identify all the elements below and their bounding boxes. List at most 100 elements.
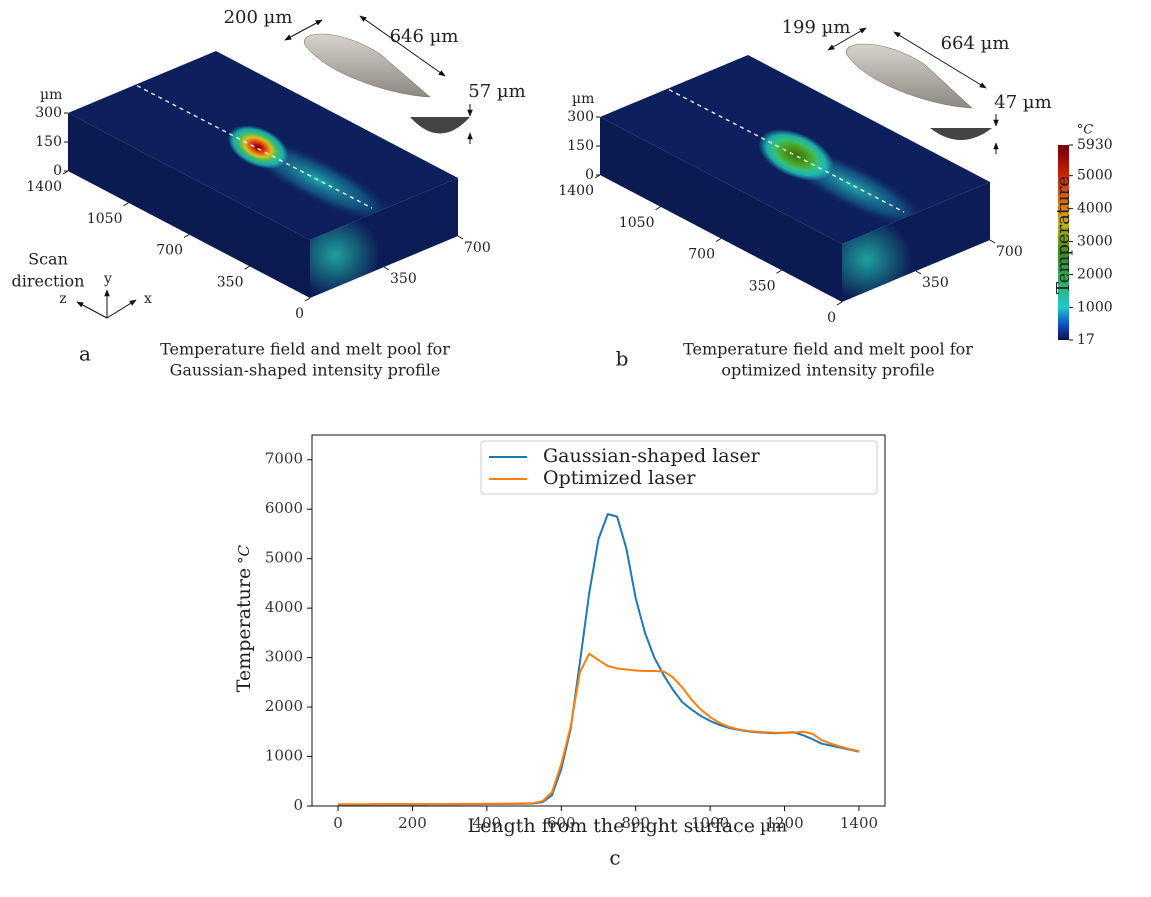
- length-tick-label: 350: [217, 274, 244, 290]
- tick: [836, 301, 843, 306]
- panel-a-melt-pool: 200 µm 646 µm 57 µm: [224, 7, 526, 144]
- front-face: [600, 117, 842, 302]
- tick: [594, 174, 601, 179]
- tick: [383, 266, 390, 271]
- y-label: Temperature: [233, 568, 255, 692]
- melt-width: 199 µm: [782, 17, 851, 38]
- height-tick-label: 0: [53, 163, 62, 179]
- caption: optimized intensity profile: [721, 361, 934, 380]
- length-tick-label: 350: [749, 278, 776, 294]
- x-tick-label: 1000: [691, 814, 729, 832]
- y-tick-label: 0: [293, 796, 303, 814]
- y-axis-label: Temperature °C: [233, 545, 255, 693]
- colorbar-tick-label: 17: [1077, 332, 1095, 348]
- tick: [244, 265, 250, 270]
- colorbar: [1058, 145, 1069, 340]
- dim-arrow: [827, 27, 867, 51]
- y-tick-label: 4000: [265, 598, 303, 616]
- hot-spot: [758, 129, 834, 181]
- scan-direction: y x z Scan direction: [12, 250, 152, 319]
- scan-label: direction: [12, 272, 85, 291]
- melt-depth: 47 µm: [994, 92, 1051, 113]
- x-tick-label: 1400: [840, 814, 878, 832]
- panel-label: b: [616, 347, 629, 371]
- melt-length: 646 µm: [390, 26, 459, 47]
- x-tick-label: 600: [547, 814, 576, 832]
- colorbar-tick-label: 3000: [1077, 234, 1113, 250]
- length-tick-label: 1400: [26, 179, 62, 195]
- axis-x: x: [144, 291, 152, 307]
- width-tick-label: 350: [390, 271, 417, 287]
- legend-label: Gaussian-shaped laser: [543, 445, 761, 467]
- melt-pool-section: [410, 117, 470, 134]
- dim-arrow: [359, 15, 446, 77]
- x-tick-label: 1200: [765, 814, 803, 832]
- length-tick-label: 0: [827, 310, 836, 326]
- axis-y: y: [103, 271, 112, 287]
- colorbar-unit: °C: [1077, 123, 1094, 138]
- length-tick-label: 700: [156, 243, 183, 259]
- dim-arrow: [893, 31, 987, 89]
- tick: [915, 270, 922, 275]
- height-tick-label: 300: [35, 105, 62, 121]
- scan-path: [129, 81, 373, 209]
- tick: [457, 235, 464, 240]
- caption: Gaussian-shaped intensity profile: [170, 361, 441, 380]
- y-tick-label: 3000: [265, 648, 303, 666]
- height-tick-label: 150: [567, 138, 594, 154]
- width-tick-label: 350: [922, 275, 949, 291]
- length-tick-label: 700: [688, 247, 715, 263]
- length-tick-label: 0: [295, 306, 304, 322]
- tick: [123, 202, 129, 207]
- height-tick-label: 300: [567, 109, 594, 125]
- tick: [62, 170, 69, 175]
- axis-arrow: [76, 301, 108, 319]
- x-label-unit: µm: [760, 817, 787, 837]
- x-tick-label: 800: [621, 814, 650, 832]
- hot-spot: [227, 125, 289, 169]
- axis-z: z: [59, 291, 66, 307]
- dim-arrow: [284, 19, 323, 41]
- y-tick-label: 7000: [265, 450, 303, 468]
- line: [338, 652, 860, 806]
- panel-a-render: [68, 51, 458, 298]
- axis-arrow: [106, 299, 137, 319]
- tick: [715, 238, 722, 242]
- height-tick-label: 0: [585, 167, 594, 183]
- melt-pool-section: [930, 128, 992, 140]
- axis-unit: µm: [40, 87, 62, 103]
- plot-frame: [311, 434, 886, 807]
- y-tick-label: 6000: [265, 499, 303, 517]
- length-tick-label: 1050: [619, 215, 655, 231]
- melt-width: 200 µm: [224, 7, 293, 28]
- y-tick-label: 2000: [265, 697, 303, 715]
- legend: [480, 440, 878, 495]
- axis-unit: µm: [572, 91, 594, 107]
- colorbar-tick-label: 2000: [1077, 267, 1113, 283]
- colorbar-tick-label: 4000: [1077, 201, 1113, 217]
- colorbar-tick-label: 5000: [1077, 168, 1113, 184]
- tick: [183, 234, 190, 238]
- width-tick-label: 700: [464, 240, 491, 256]
- caption: Temperature field and melt pool for: [160, 340, 450, 359]
- height-tick-label: 150: [35, 134, 62, 150]
- width-tick-label: 700: [996, 244, 1023, 260]
- y-tick-label: 5000: [265, 549, 303, 567]
- length-tick-label: 1400: [558, 183, 594, 199]
- front-face: [68, 113, 310, 298]
- x-tick-label: 200: [398, 814, 427, 832]
- y-label-unit: °C: [235, 545, 253, 565]
- tick: [776, 269, 782, 274]
- scan-label: Scan: [28, 250, 68, 269]
- x-tick-label: 0: [333, 814, 343, 832]
- colorbar-tick-label: 5930: [1077, 137, 1113, 153]
- legend-label: Optimized laser: [543, 467, 696, 489]
- y-tick-label: 1000: [265, 747, 303, 765]
- caption: Temperature field and melt pool for: [683, 340, 973, 359]
- melt-depth: 57 µm: [468, 81, 525, 102]
- x-tick-label: 400: [473, 814, 502, 832]
- melt-length: 664 µm: [941, 33, 1010, 54]
- tick: [304, 297, 311, 302]
